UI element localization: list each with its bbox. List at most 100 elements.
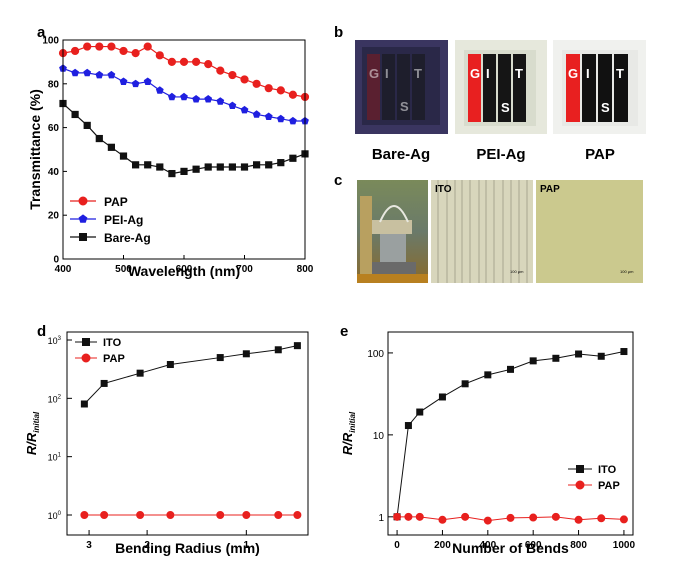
logo-letter-i: I bbox=[385, 66, 389, 81]
data-point bbox=[264, 84, 273, 93]
data-point bbox=[192, 57, 201, 67]
data-point bbox=[597, 352, 605, 360]
data-point bbox=[620, 348, 628, 356]
data-point bbox=[529, 357, 537, 365]
data-point bbox=[95, 134, 103, 143]
data-point bbox=[274, 511, 283, 519]
data-point bbox=[166, 511, 175, 519]
data-point bbox=[131, 49, 140, 58]
y-tick-label: 100 bbox=[42, 36, 59, 47]
data-point bbox=[483, 516, 492, 525]
logo-letter-g: G bbox=[568, 66, 578, 81]
legend: PAP PEI-Ag Bare-Ag bbox=[70, 195, 151, 245]
data-point bbox=[71, 46, 80, 56]
data-point bbox=[393, 512, 402, 521]
y-tick-label: 101 bbox=[48, 453, 62, 463]
caption-bare-ag: Bare-Ag bbox=[372, 146, 430, 163]
caption-pei-ag: PEI-Ag bbox=[476, 146, 525, 163]
data-point bbox=[143, 42, 152, 51]
x-tick-label: 400 bbox=[55, 264, 72, 275]
data-point bbox=[240, 105, 249, 114]
label-ito: ITO bbox=[435, 184, 452, 195]
logo-letter-s: S bbox=[601, 100, 610, 115]
data-point bbox=[168, 92, 176, 101]
series-line bbox=[84, 345, 298, 405]
data-point bbox=[136, 511, 145, 519]
data-point bbox=[461, 512, 470, 521]
data-point bbox=[276, 114, 285, 123]
logo-letter-g: G bbox=[369, 66, 379, 81]
data-point bbox=[156, 163, 164, 171]
data-point bbox=[228, 101, 237, 109]
x-tick-label: 1000 bbox=[613, 540, 636, 551]
data-point bbox=[461, 380, 469, 388]
plot-frame bbox=[66, 331, 309, 536]
legend-marker bbox=[78, 196, 88, 206]
x-tick-label: 800 bbox=[297, 264, 314, 275]
data-point bbox=[253, 161, 261, 169]
data-point bbox=[216, 354, 224, 362]
y-tick-label: 10 bbox=[373, 431, 385, 442]
legend-label: PAP bbox=[598, 480, 620, 492]
series-pap bbox=[80, 511, 302, 519]
panel-letter-d: d bbox=[37, 323, 46, 340]
data-point bbox=[507, 365, 514, 373]
x-tick-label: 600 bbox=[525, 540, 542, 551]
data-point bbox=[252, 79, 261, 88]
data-point bbox=[192, 95, 200, 103]
legend-label: PAP bbox=[103, 353, 125, 365]
data-point bbox=[83, 42, 92, 51]
data-point bbox=[404, 512, 413, 521]
data-point bbox=[438, 393, 446, 401]
x-tick-label: 0 bbox=[394, 540, 400, 551]
data-point bbox=[242, 511, 251, 519]
x-tick-label: 400 bbox=[479, 540, 496, 551]
data-point bbox=[216, 163, 224, 171]
data-point bbox=[80, 511, 89, 519]
panel-letter-c: c bbox=[334, 172, 342, 189]
data-point bbox=[415, 512, 424, 521]
data-point bbox=[228, 70, 237, 80]
series-ito bbox=[80, 342, 301, 408]
data-point bbox=[240, 75, 249, 84]
data-point bbox=[216, 511, 225, 519]
panel-letter-b: b bbox=[334, 24, 343, 41]
data-point bbox=[180, 92, 188, 101]
data-point bbox=[289, 116, 297, 125]
data-point bbox=[119, 152, 128, 160]
data-point bbox=[551, 512, 560, 521]
series-pei-ag bbox=[59, 64, 309, 125]
legend-marker bbox=[81, 353, 91, 363]
chart-number-of-bends: 0 200 400 600 800 1000 1 10 100 Number of Bends R/… bbox=[340, 331, 636, 556]
data-point bbox=[204, 163, 212, 171]
data-point bbox=[155, 51, 164, 60]
logo-letter-t: T bbox=[515, 66, 523, 81]
data-point bbox=[575, 350, 583, 358]
logo-letter-t: T bbox=[616, 66, 624, 81]
panel-letter-a: a bbox=[37, 24, 46, 41]
data-point bbox=[277, 159, 285, 167]
data-point bbox=[71, 110, 79, 119]
x-tick-label: 700 bbox=[236, 264, 253, 275]
x-axis-label: Number of Bends bbox=[452, 540, 569, 556]
legend-label: Bare-Ag bbox=[104, 231, 151, 245]
data-point bbox=[100, 379, 108, 387]
data-point bbox=[83, 68, 92, 77]
data-point bbox=[289, 154, 297, 162]
x-tick-label: 1 bbox=[244, 540, 250, 551]
data-point bbox=[293, 511, 302, 519]
data-point bbox=[288, 90, 297, 99]
chart-bending-radius: 3 2 1 100 101 102 103 Bending Radius (mm) R/Rini… bbox=[24, 331, 309, 556]
data-point bbox=[404, 422, 412, 430]
series-ito bbox=[393, 348, 628, 521]
data-point bbox=[100, 511, 109, 519]
legend-marker bbox=[79, 233, 87, 241]
y-tick-label: 20 bbox=[48, 211, 60, 222]
legend-label: ITO bbox=[103, 337, 122, 349]
data-point bbox=[242, 350, 250, 358]
y-tick-label: 40 bbox=[48, 167, 60, 178]
series-pap bbox=[58, 42, 310, 102]
x-tick-label: 600 bbox=[176, 264, 193, 275]
x-axis-label: Bending Radius (mm) bbox=[115, 540, 260, 556]
